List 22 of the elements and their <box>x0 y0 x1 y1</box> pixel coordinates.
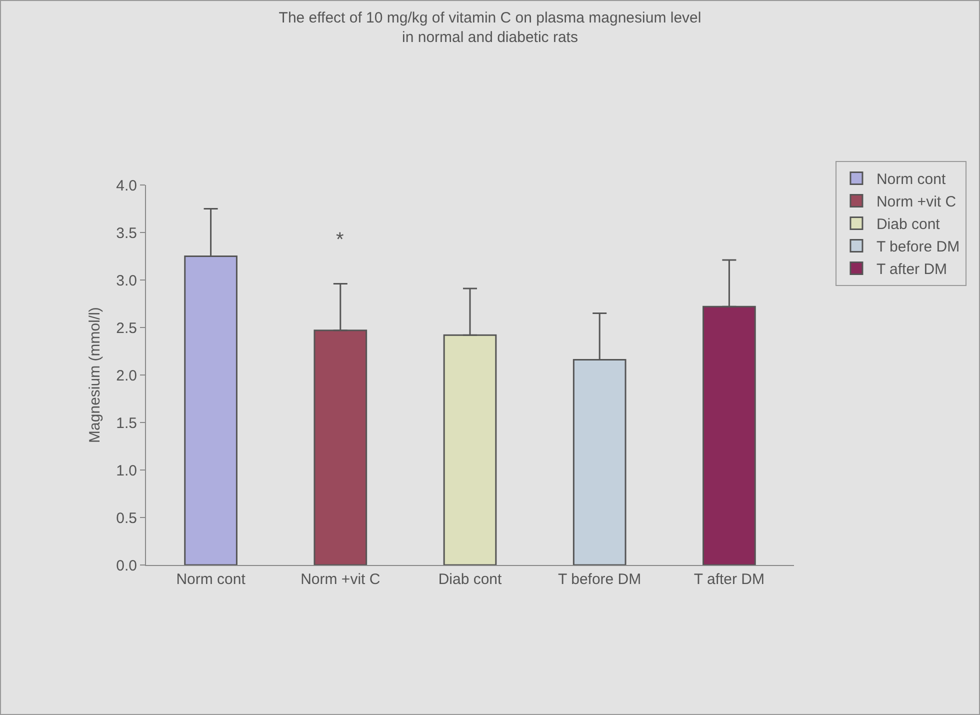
legend-label: T before DM <box>876 238 960 256</box>
legend-label: Norm cont <box>876 171 946 188</box>
y-tick-label: 4.0 <box>116 177 137 194</box>
y-tick-label: 2.0 <box>116 367 137 384</box>
x-tick-label: T after DM <box>694 571 764 588</box>
legend-label: Norm +vit C <box>876 194 956 211</box>
x-tick-label: Norm +vit C <box>300 571 380 588</box>
legend-label: T after DM <box>876 261 948 278</box>
y-tick-label: 3.0 <box>116 272 137 290</box>
chart-title: The effect of 10 mg/kg of vitamin C on plasma magnesium level in normal and diabetic rats <box>278 9 702 46</box>
y-tick-label: 0.0 <box>116 557 137 574</box>
legend-label: Diab cont <box>876 216 941 234</box>
y-tick-label: 1.0 <box>116 462 137 480</box>
annotation: * <box>336 229 344 251</box>
y-tick-label: 0.5 <box>116 510 137 527</box>
x-tick-label: Diab cont <box>438 571 503 588</box>
y-axis-title: Magnesium (mmol/l) <box>86 307 104 443</box>
x-tick-label: T before DM <box>558 571 642 588</box>
y-tick-label: 1.5 <box>116 414 137 432</box>
y-tick-label: 3.5 <box>116 224 137 242</box>
y-tick-label: 2.5 <box>116 320 137 337</box>
x-tick-label: Norm cont <box>176 571 246 588</box>
